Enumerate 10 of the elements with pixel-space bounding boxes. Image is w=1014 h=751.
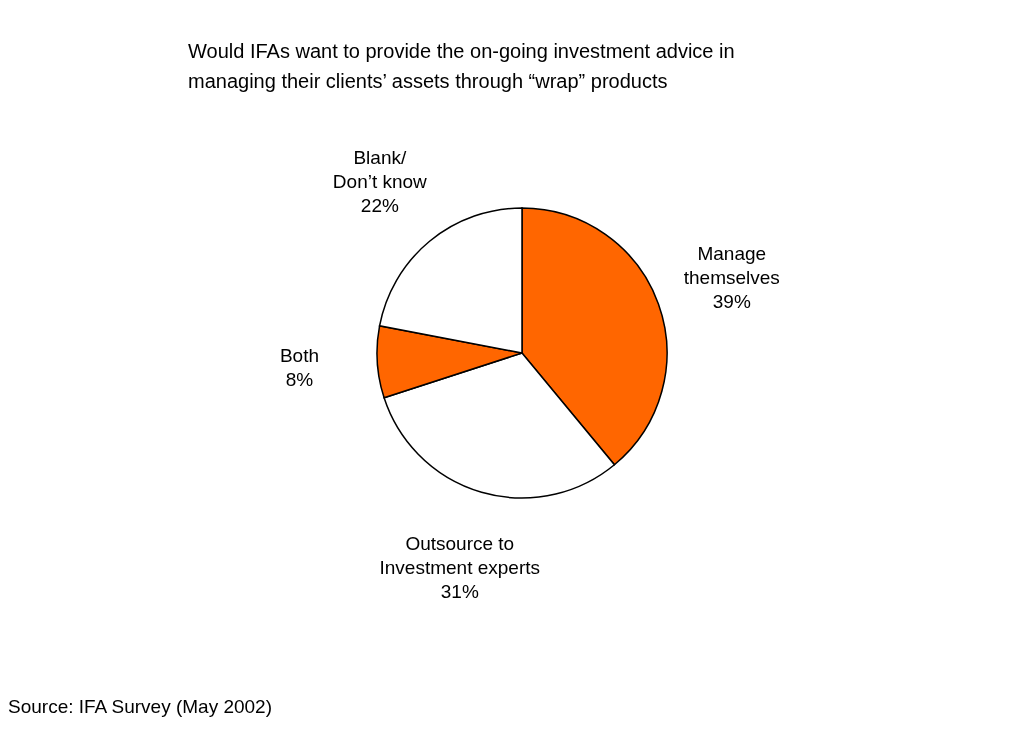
chart-title: Would IFAs want to provide the on-going investment advice in managing their clients’ assets through “wrap” products [188, 39, 736, 94]
data-label: 8% [285, 368, 314, 390]
data-label: 39% [712, 290, 751, 312]
data-label: 22% [360, 194, 399, 216]
source-note: Source: IFA Survey (May 2002) [8, 696, 273, 718]
data-label: 31% [440, 580, 479, 602]
slice-label: Blank/ Don’t know [332, 146, 428, 192]
slice-label: Both [279, 344, 319, 366]
slice-label: Manage themselves [683, 242, 780, 288]
slice-label: Outsource to Investment experts [379, 532, 541, 578]
